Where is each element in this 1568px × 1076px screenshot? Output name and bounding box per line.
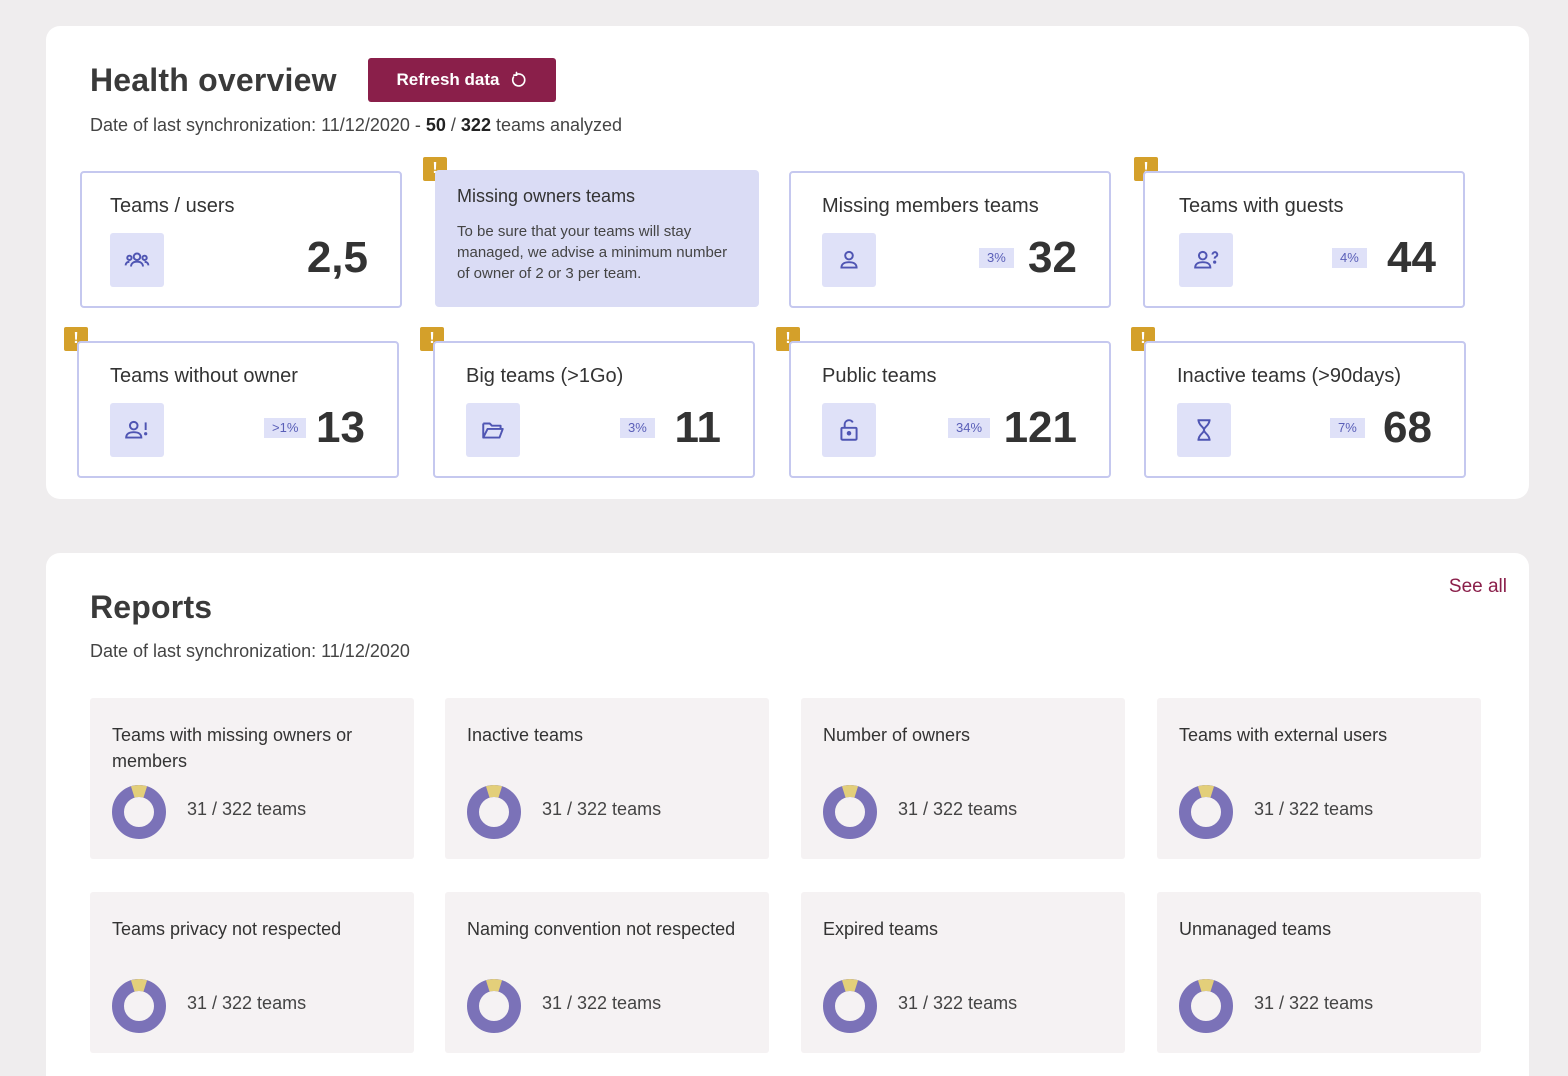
card-percentage: 4% [1332, 248, 1367, 268]
report-card[interactable]: Teams with external users 31 / 322 teams [1157, 698, 1481, 859]
unlock-icon [822, 403, 876, 457]
info-title: Missing owners teams [457, 186, 636, 206]
stat-card-teams-users[interactable]: Teams / users 2,5 [80, 171, 402, 308]
donut-chart [1179, 785, 1233, 839]
card-label: Inactive teams (>90days) [1177, 365, 1401, 387]
sync-suffix: teams analyzed [490, 115, 623, 135]
hourglass-icon [1177, 403, 1231, 457]
refresh-data-label: Refresh data [396, 70, 500, 89]
reports-title: Reports [90, 589, 213, 625]
report-count: 31 / 322 teams [187, 993, 307, 1013]
card-percentage: 34% [948, 418, 991, 438]
sync-prefix: Date of last synchronization: 11/12/2020… [90, 115, 426, 135]
see-all-link[interactable]: See all [1448, 576, 1507, 597]
report-count: 31 / 322 teams [187, 799, 307, 819]
health-sync-line: Date of last synchronization: 11/12/2020… [90, 115, 622, 136]
donut-remainder [467, 785, 521, 839]
donut-highlight-segment [1179, 785, 1233, 839]
card-value: 32 [1028, 233, 1077, 282]
card-value: 44 [1387, 233, 1436, 282]
report-title: Teams with missing owners or members [112, 725, 353, 771]
donut-chart [823, 785, 877, 839]
report-title: Teams privacy not respected [112, 919, 342, 939]
users-group-icon [110, 233, 164, 287]
donut-remainder [823, 785, 877, 839]
card-label: Teams / users [110, 195, 235, 217]
missing-owners-info-card[interactable]: Missing owners teams To be sure that you… [435, 170, 759, 307]
report-card[interactable]: Teams with missing owners or members 31 … [90, 698, 414, 859]
report-card[interactable]: Teams privacy not respected 31 / 322 tea… [90, 892, 414, 1053]
report-card[interactable]: Naming convention not respected 31 / 322… [445, 892, 769, 1053]
donut-chart [112, 979, 166, 1033]
donut-remainder [112, 979, 166, 1033]
card-percentage: 3% [979, 248, 1014, 268]
donut-chart [823, 979, 877, 1033]
donut-remainder [112, 785, 166, 839]
stat-card-big-teams[interactable]: Big teams (>1Go) 3% 11 [433, 341, 755, 478]
card-label: Missing members teams [822, 195, 1039, 217]
report-card[interactable]: Inactive teams 31 / 322 teams [445, 698, 769, 859]
report-card[interactable]: Number of owners 31 / 322 teams [801, 698, 1125, 859]
stat-card-teams-guests[interactable]: Teams with guests 4% 44 [1143, 171, 1465, 308]
user-alert-icon [110, 403, 164, 457]
donut-remainder [467, 979, 521, 1033]
card-percentage: 7% [1330, 418, 1365, 438]
health-overview-panel: Health overview Refresh data Date of las… [46, 26, 1529, 499]
report-count: 31 / 322 teams [898, 799, 1018, 819]
donut-chart [1179, 979, 1233, 1033]
stat-card-missing-members[interactable]: Missing members teams 3% 32 [789, 171, 1111, 308]
user-question-icon [1179, 233, 1233, 287]
stat-card-inactive-teams[interactable]: Inactive teams (>90days) 7% 68 [1144, 341, 1466, 478]
report-count: 31 / 322 teams [542, 799, 662, 819]
report-title: Teams with external users [1179, 725, 1388, 745]
stat-card-public-teams[interactable]: Public teams 34% 121 [789, 341, 1111, 478]
donut-remainder [1179, 979, 1233, 1033]
report-count: 31 / 322 teams [1254, 993, 1374, 1013]
report-card[interactable]: Unmanaged teams 31 / 322 teams [1157, 892, 1481, 1053]
card-label: Teams with guests [1179, 195, 1344, 217]
card-value: 121 [1003, 403, 1077, 452]
donut-highlight-segment [1179, 979, 1233, 1033]
donut-chart [112, 785, 166, 839]
refresh-data-button[interactable]: Refresh data [368, 58, 556, 102]
report-title: Expired teams [823, 919, 939, 939]
card-value: 11 [674, 403, 721, 452]
card-percentage: 3% [620, 418, 655, 438]
card-label: Teams without owner [110, 365, 298, 387]
report-title: Number of owners [823, 725, 971, 745]
report-count: 31 / 322 teams [542, 993, 662, 1013]
info-body: To be sure that your teams will stay man… [457, 223, 728, 282]
report-title: Unmanaged teams [1179, 919, 1332, 939]
card-label: Big teams (>1Go) [466, 365, 624, 387]
refresh-icon [512, 71, 527, 87]
stat-card-teams-without-owner[interactable]: Teams without owner >1% 13 [77, 341, 399, 478]
total-count: 322 [460, 115, 491, 135]
card-percentage: >1% [264, 418, 307, 438]
sync-separator: / [445, 115, 461, 135]
card-label: Public teams [822, 365, 937, 387]
health-overview-title: Health overview [90, 62, 337, 98]
reports-panel: Reports See all Date of last synchroniza… [46, 553, 1529, 1076]
report-title: Inactive teams [467, 725, 584, 745]
donut-remainder [1179, 785, 1233, 839]
card-value: 68 [1383, 403, 1432, 452]
card-value: 2,5 [306, 233, 368, 282]
card-value: 13 [316, 403, 365, 452]
folder-open-icon [466, 403, 520, 457]
donut-remainder [823, 979, 877, 1033]
user-icon [822, 233, 876, 287]
report-count: 31 / 322 teams [898, 993, 1018, 1013]
donut-chart [467, 979, 521, 1033]
report-title: Naming convention not respected [467, 919, 736, 939]
reports-sync-line: Date of last synchronization: 11/12/2020 [90, 641, 410, 661]
report-card[interactable]: Expired teams 31 / 322 teams [801, 892, 1125, 1053]
donut-chart [467, 785, 521, 839]
report-count: 31 / 322 teams [1254, 799, 1374, 819]
analyzed-count: 50 [425, 115, 446, 135]
